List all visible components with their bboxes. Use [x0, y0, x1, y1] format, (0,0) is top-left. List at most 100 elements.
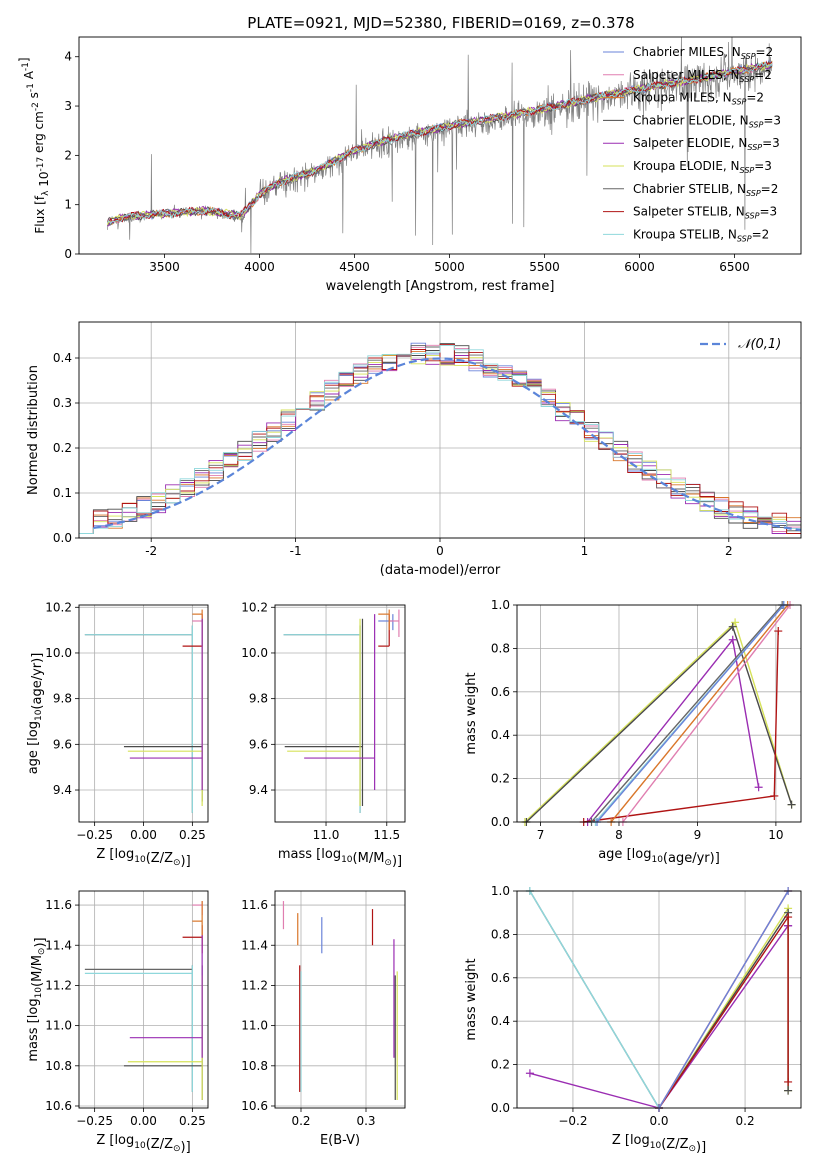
axes-ebv-mass: 0.2 0.3 10.6 10.8 11.0 11.2 11.4 11.6: [241, 891, 405, 1128]
y-tick-label: 0: [64, 247, 72, 261]
y-tick-label: 4: [64, 50, 72, 64]
x-tick-label: −0.2: [558, 1114, 587, 1128]
x-axis-label: (data-model)/error: [380, 563, 501, 578]
axes-spectrum: 3500 4000 4500 5000 5500 6000 6500 0 1 2 3 4: [64, 50, 749, 274]
x-tick-label: 3500: [149, 260, 180, 274]
y-tick-label: 0.6: [491, 971, 510, 985]
x-tick-label: 5500: [529, 260, 560, 274]
x-tick-label: 10: [768, 828, 783, 842]
weight-marker-5: [784, 1077, 793, 1086]
weight-line-1: [529, 890, 660, 1109]
x-tick-label: 11.5: [373, 828, 400, 842]
figure-title: PLATE=0921, MJD=52380, FIBERID=0169, z=0…: [247, 14, 634, 32]
x-tick-label: -1: [290, 544, 302, 558]
x-tick-label: 7: [537, 828, 545, 842]
y-tick-label: 10.6: [241, 1099, 268, 1113]
x-tick-label: 0.3: [356, 1114, 375, 1128]
weight-marker-2: [728, 635, 737, 644]
y-tick-label: 10.0: [241, 646, 268, 660]
x-tick-label: 4500: [339, 260, 370, 274]
x-tick-label: 6000: [624, 260, 655, 274]
weight-line-4: [590, 604, 783, 823]
x-tick-label: 0.00: [130, 1114, 157, 1128]
y-tick-label: 11.2: [45, 978, 72, 992]
y-axis-label: mass [log10(M/M⊙)]: [26, 937, 48, 1061]
y-tick-label: 2: [64, 148, 72, 162]
y-tick-label: 11.0: [45, 1019, 72, 1033]
y-tick-label: 10.0: [45, 646, 72, 660]
x-axis-label: Z [log10(Z/Z⊙)]: [612, 1133, 706, 1155]
y-tick-label: 10.8: [241, 1059, 268, 1073]
legend-label-7: Salpeter STELIB, NSSP=3: [633, 205, 777, 221]
weight-line-8: [596, 604, 785, 823]
weight-line-0: [524, 621, 793, 823]
x-tick-label: 9: [694, 828, 702, 842]
legend: Chabrier MILES, NSSP=2 Salpeter MILES, NS…: [603, 45, 781, 243]
x-axis-label: Z [log10(Z/Z⊙)]: [96, 847, 190, 869]
weight-marker-2: [525, 1069, 534, 1078]
y-tick-label: 9.8: [249, 692, 268, 706]
x-tick-label: 0.25: [179, 1114, 206, 1128]
y-tick-label: 11.4: [45, 938, 72, 952]
y-tick-label: 0.1: [53, 486, 72, 500]
x-tick-label: 0.0: [649, 1114, 668, 1128]
y-tick-label: 9.8: [53, 692, 72, 706]
y-axis-label: Normed distribution: [26, 365, 41, 495]
y-tick-label: 0.2: [491, 1058, 510, 1072]
y-tick-label: 1: [64, 198, 72, 212]
y-axis-label: mass weight: [464, 958, 479, 1040]
weight-line-8: [658, 890, 789, 1109]
y-tick-label: 9.4: [249, 783, 268, 797]
axes-residuals: -2 -1 0 1 2 0.0 0.1 0.2 0.3 0.4: [53, 322, 801, 558]
legend-label-0: Chabrier MILES, NSSP=2: [633, 45, 773, 61]
weight-marker-2: [754, 783, 763, 792]
axes-age-weight: 7 8 9 10 0.0 0.2 0.4 0.6 0.8 1.0: [491, 598, 801, 842]
weight-line-7: [622, 604, 791, 823]
x-axis-label: E(B-V): [320, 1133, 360, 1148]
weight-line-2: [587, 638, 760, 823]
y-tick-label: 10.8: [45, 1059, 72, 1073]
y-tick-label: 0.0: [53, 531, 72, 545]
legend-label-1: Salpeter MILES, NSSP=2: [633, 68, 772, 84]
x-tick-label: 6500: [719, 260, 750, 274]
axes-frame-ebv-mass: [274, 890, 406, 1109]
weight-marker-4: [784, 1086, 793, 1095]
x-tick-label: 4000: [244, 260, 275, 274]
y-tick-label: 11.4: [241, 938, 268, 952]
legend-label-6: Chabrier STELIB, NSSP=2: [633, 182, 778, 198]
y-tick-label: 9.6: [249, 737, 268, 751]
y-tick-label: 0.4: [53, 351, 72, 365]
histogram-8: [79, 344, 801, 534]
axes-mass-age: 11.0 11.5 9.4 9.6 9.8 10.0 10.2: [241, 600, 405, 842]
axes-frame-spectrum: [78, 36, 802, 255]
x-axis-label: mass [log10(M/M⊙)]: [278, 847, 402, 869]
legend-gaussian-label: 𝒩(0,1): [738, 337, 781, 352]
x-tick-label: 8: [615, 828, 623, 842]
y-tick-label: 10.2: [241, 600, 268, 614]
x-tick-label: 0: [436, 544, 444, 558]
weight-marker-0: [731, 618, 740, 627]
y-axis-label: mass weight: [464, 672, 479, 754]
axes-frame-z-mass: [78, 890, 209, 1109]
legend-label-8: Kroupa STELIB, NSSP=2: [633, 227, 769, 243]
x-tick-label: 0.25: [179, 828, 206, 842]
x-tick-label: −0.25: [76, 1114, 113, 1128]
weight-marker-1: [728, 622, 737, 631]
y-tick-label: 1.0: [491, 884, 510, 898]
x-tick-label: −0.25: [76, 828, 113, 842]
y-axis-label: Flux [fλ 10-17 erg cm-2 s-1 A-1]: [17, 57, 51, 233]
weight-line-1: [525, 625, 793, 823]
y-tick-label: 3: [64, 99, 72, 113]
y-tick-label: 0.4: [491, 728, 510, 742]
y-tick-label: 0.8: [491, 927, 510, 941]
weight-marker-5: [784, 913, 793, 922]
y-tick-label: 0.2: [53, 441, 72, 455]
x-tick-label: -2: [145, 544, 157, 558]
weight-marker-3: [770, 791, 779, 800]
x-tick-label: 11.0: [313, 828, 340, 842]
model-line-7: [107, 61, 773, 223]
x-axis-label: wavelength [Angstrom, rest frame]: [326, 279, 555, 294]
model-line-6: [107, 60, 773, 223]
y-tick-label: 0.3: [53, 396, 72, 410]
